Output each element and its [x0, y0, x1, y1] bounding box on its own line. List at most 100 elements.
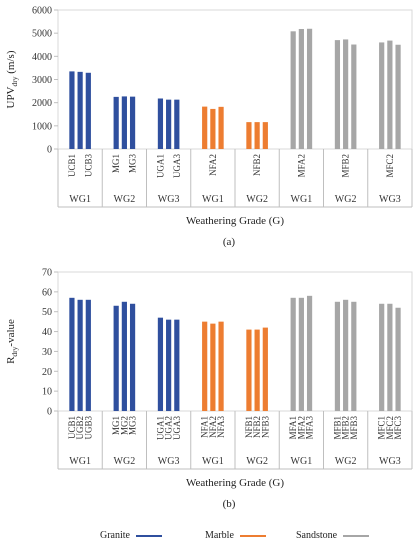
bar: [395, 307, 401, 411]
grade-label: WG2: [114, 194, 136, 205]
sample-label: NFA1: [200, 416, 210, 438]
grade-label: WG2: [335, 194, 357, 205]
grade-label: WG2: [335, 456, 357, 467]
bar: [262, 122, 268, 149]
legend-swatch: [239, 534, 266, 537]
bar: [121, 96, 127, 149]
sample-label: MFB1: [332, 416, 342, 440]
sample-label: UGA3: [172, 154, 182, 178]
sample-label: NFB2: [252, 416, 262, 438]
legend-item-sandstone: Sandstone: [296, 530, 370, 541]
grade-label: WG1: [291, 194, 313, 205]
bar: [85, 72, 91, 149]
y-axis-title: Rdry-value: [5, 319, 19, 364]
sample-label: MFA1: [288, 416, 298, 439]
y-axis-title: UPVdry (m/s): [5, 50, 19, 108]
plot-frame: [57, 271, 413, 412]
grade-label: WG3: [379, 456, 401, 467]
sample-label: UGA1: [155, 154, 165, 178]
grade-label: WG1: [291, 456, 313, 467]
sample-label: UCB1: [67, 154, 77, 177]
y-tick-label: 40: [42, 327, 52, 338]
bar: [343, 299, 349, 411]
grade-label: WG2: [246, 194, 268, 205]
bar: [290, 31, 296, 150]
sample-label: MG2: [119, 416, 129, 435]
grade-label: WG2: [114, 456, 136, 467]
y-tick-label: 30: [42, 347, 52, 358]
bar: [210, 323, 216, 411]
legend: Granite Marble Sandstone: [0, 530, 420, 548]
legend-swatch: [343, 534, 370, 537]
bar: [218, 106, 224, 149]
y-tick-label: 70: [42, 268, 52, 279]
bar: [166, 319, 172, 411]
bar: [387, 40, 393, 149]
y-tick-label: 0: [47, 407, 52, 418]
legend-swatch: [136, 534, 162, 537]
sample-label: NFB3: [260, 416, 270, 439]
bar: [157, 98, 164, 149]
bar: [246, 122, 252, 149]
grade-label: WG1: [202, 194, 224, 205]
legend-item-granite: Granite: [100, 530, 162, 541]
sample-label: MFC2: [385, 416, 395, 440]
y-tick-label: 20: [42, 367, 52, 378]
grade-label: WG3: [158, 456, 180, 467]
sample-label: NFB2: [252, 154, 262, 176]
bar: [77, 71, 83, 149]
bar: [157, 317, 164, 411]
x-axis-title: Weathering Grade (G): [186, 215, 284, 227]
bar: [210, 108, 216, 149]
legend-label: Granite: [100, 530, 130, 541]
sample-label: MFB3: [349, 416, 359, 440]
sample-label: NFA3: [216, 416, 226, 438]
sample-label: UGA3: [172, 416, 182, 440]
legend-label: Sandstone: [296, 530, 338, 541]
grade-label: WG2: [246, 456, 268, 467]
bar: [202, 321, 208, 411]
y-tick-label: 50: [42, 307, 52, 318]
bar: [69, 297, 75, 411]
sample-label: MFC3: [393, 416, 403, 440]
sample-label: NFA2: [208, 154, 218, 176]
grade-label: WG1: [69, 194, 91, 205]
bar: [113, 305, 119, 411]
bar: [166, 99, 172, 149]
sample-label: NFB1: [244, 416, 254, 438]
bar: [246, 329, 252, 411]
bar: [77, 299, 83, 411]
sample-label: MFB2: [341, 416, 351, 440]
bar: [218, 321, 224, 411]
sample-label: MFA3: [305, 416, 315, 440]
x-axis-title: Weathering Grade (G): [186, 477, 284, 489]
sample-label: MFB2: [341, 154, 351, 178]
sample-label: UGA1: [155, 416, 165, 440]
bar: [202, 106, 208, 149]
bar: [379, 42, 385, 149]
grade-label: WG1: [69, 456, 91, 467]
y-tick-label: 4000: [32, 52, 52, 63]
y-tick-label: 1000: [32, 121, 52, 132]
y-tick-label: 2000: [32, 98, 52, 109]
bar: [343, 39, 349, 150]
sample-label: MFA2: [296, 416, 306, 439]
bar: [69, 71, 75, 149]
bar: [334, 40, 341, 149]
sample-label: MG3: [128, 154, 138, 174]
sample-label: NFA2: [208, 416, 218, 438]
bar: [298, 28, 304, 149]
legend-label: Marble: [205, 530, 234, 541]
bar: [306, 28, 313, 149]
bar: [174, 99, 180, 149]
sample-label: UCB1: [67, 416, 77, 439]
bar: [121, 301, 127, 411]
sample-label: MG1: [111, 416, 121, 435]
bar: [174, 319, 180, 411]
sample-label: MG3: [128, 416, 138, 436]
sample-label: UGA2: [164, 416, 174, 440]
figure-caption: (b): [223, 498, 236, 510]
y-tick-label: 10: [42, 387, 52, 398]
legend-item-marble: Marble: [205, 530, 266, 541]
